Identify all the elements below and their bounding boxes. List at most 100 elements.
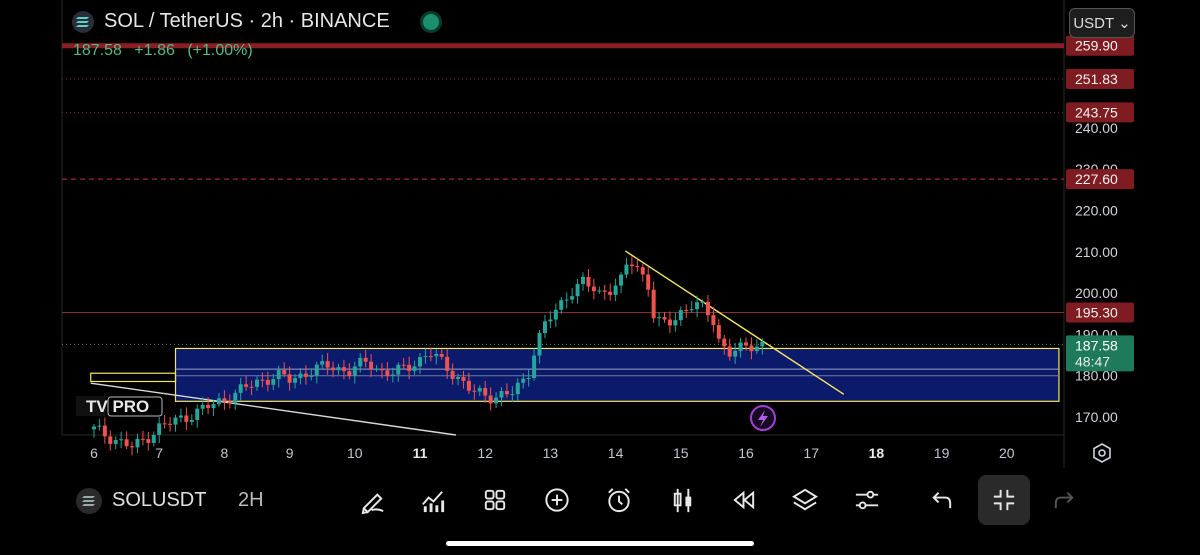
candle-body: [287, 374, 292, 383]
current-price-label: 187.58: [1075, 337, 1118, 353]
candle-body: [195, 408, 200, 420]
time-tick: 15: [673, 445, 689, 461]
candle-body: [401, 364, 406, 366]
current-price-tag[interactable]: [1066, 335, 1134, 372]
candle-body: [146, 439, 151, 443]
time-tick: 10: [347, 445, 363, 461]
bar-countdown: 48:47: [1075, 353, 1110, 369]
candle-body: [749, 345, 754, 352]
time-tick: 11: [413, 445, 428, 461]
candle-body: [249, 386, 254, 388]
candle-body: [97, 425, 102, 427]
candle-body: [602, 290, 607, 292]
candle-body: [379, 368, 384, 371]
candle-body: [178, 415, 183, 418]
candle-body: [151, 434, 156, 443]
candle-body: [456, 377, 461, 379]
price-tag-2[interactable]: [1066, 102, 1134, 123]
symbol-logo-icon[interactable]: [76, 488, 102, 514]
candle-body: [629, 264, 634, 267]
candle-body: [575, 284, 580, 297]
candle-body: [341, 367, 346, 372]
time-tick: 20: [999, 445, 1015, 461]
candle-body: [570, 296, 575, 300]
candle-body: [363, 357, 368, 362]
currency-button[interactable]: USDT ⌄: [1069, 8, 1135, 38]
add-icon[interactable]: [536, 480, 578, 520]
candle-body: [238, 384, 243, 393]
candle-body: [515, 382, 520, 395]
candle-body: [733, 350, 738, 357]
templates-grid-icon[interactable]: [474, 480, 516, 520]
candle-body: [282, 370, 287, 375]
axis-settings-icon[interactable]: [1093, 443, 1111, 463]
indicators-icon[interactable]: [412, 480, 454, 520]
candle-body: [619, 274, 624, 286]
candle-body: [667, 319, 672, 326]
trendline-0[interactable]: [624, 250, 845, 395]
settings-sliders-icon[interactable]: [846, 480, 888, 520]
candle-body: [428, 356, 433, 358]
toolbar-timeframe[interactable]: 2H: [238, 489, 264, 511]
candle-body: [92, 426, 96, 430]
candle-body: [293, 378, 298, 383]
candle-body: [385, 370, 390, 376]
candle-body: [352, 366, 357, 376]
price-tag-3[interactable]: [1066, 169, 1134, 190]
candles-icon[interactable]: [662, 480, 704, 520]
replay-icon[interactable]: [722, 480, 764, 520]
candle-body: [581, 276, 585, 285]
candle-body: [358, 357, 363, 367]
solana-logo-icon: [72, 10, 94, 33]
candle-body: [657, 317, 662, 319]
price-tag-0[interactable]: [1066, 35, 1134, 56]
layers-icon[interactable]: [784, 480, 826, 520]
price-tick: 170.00: [1075, 409, 1118, 425]
time-tick: 17: [803, 445, 819, 461]
home-indicator: [446, 541, 754, 546]
candle-body: [684, 310, 689, 312]
tradingview-watermark: TV PRO: [76, 396, 163, 417]
candle-body: [461, 377, 466, 381]
candle-body: [216, 398, 221, 405]
candle-body: [754, 346, 759, 352]
undo-icon[interactable]: [920, 480, 962, 520]
price-tag-4[interactable]: [1066, 302, 1134, 323]
candle-body: [678, 310, 683, 321]
candle-body: [222, 398, 227, 402]
price-tag-label: 227.60: [1075, 171, 1118, 187]
price-tick: 180.00: [1075, 368, 1118, 384]
candle-body: [651, 289, 656, 319]
candle-body: [113, 440, 118, 444]
time-tick: 12: [477, 445, 493, 461]
candle-body: [271, 379, 276, 385]
draw-icon[interactable]: [352, 480, 394, 520]
candle-body: [130, 446, 135, 448]
collapse-icon[interactable]: [978, 475, 1030, 525]
toolbar-symbol[interactable]: SOLUSDT: [112, 489, 207, 511]
trendline-1[interactable]: [90, 382, 456, 436]
candle-body: [722, 338, 727, 347]
axis-settings-dot: [1098, 449, 1106, 457]
price-tag-1[interactable]: [1066, 69, 1134, 90]
candle-body: [504, 391, 509, 395]
candle-body: [559, 300, 564, 310]
demand-zone-1[interactable]: [90, 372, 177, 383]
time-tick: 14: [608, 445, 624, 461]
price-tag-label: 259.90: [1075, 38, 1118, 54]
candle-body: [738, 342, 743, 351]
redo-icon[interactable]: [1044, 480, 1086, 520]
candle-body: [227, 401, 232, 404]
candle-body: [553, 309, 558, 320]
last-price: 187.58: [73, 42, 122, 59]
symbol-title[interactable]: SOL / TetherUS · 2h · BINANCE: [104, 10, 390, 32]
demand-zone-0[interactable]: [174, 347, 1060, 402]
candle-body: [320, 361, 325, 365]
candle-body: [206, 404, 211, 409]
candle-body: [407, 364, 412, 371]
candle-body: [521, 378, 526, 383]
flash-badge-icon[interactable]: [750, 405, 776, 431]
alert-clock-icon[interactable]: [598, 480, 640, 520]
chart-header: SOL / TetherUS · 2h · BINANCE: [72, 10, 442, 33]
